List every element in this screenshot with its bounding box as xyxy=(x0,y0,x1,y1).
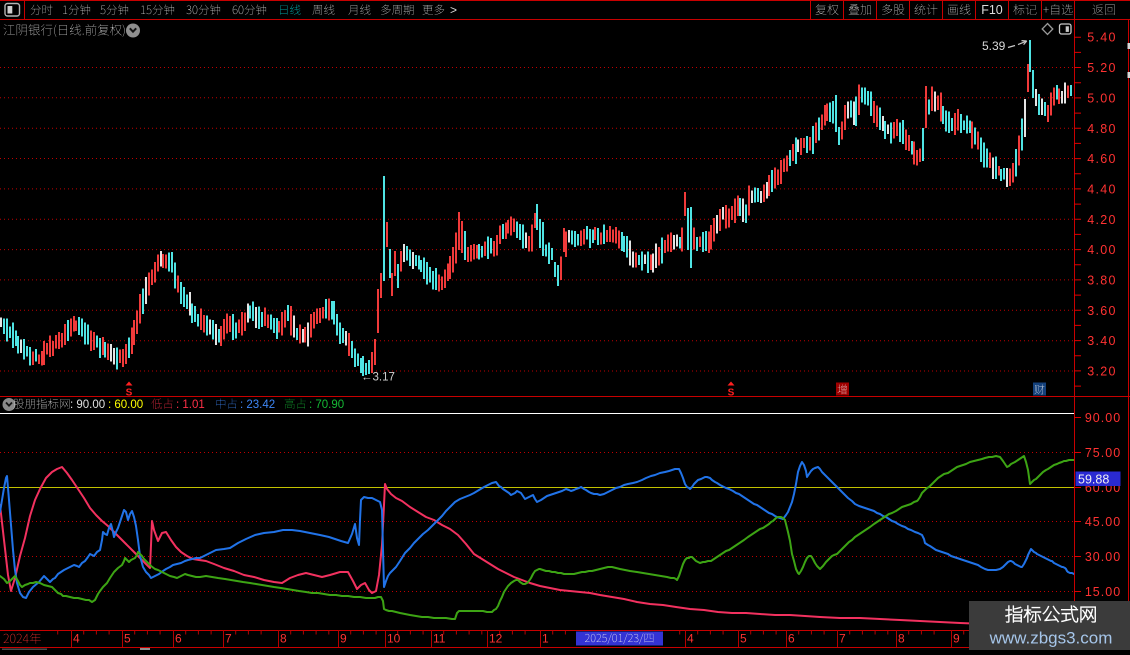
svg-text:6: 6 xyxy=(175,632,182,646)
svg-text:5.40: 5.40 xyxy=(1087,31,1117,45)
svg-text:12: 12 xyxy=(489,632,503,646)
svg-text:F10: F10 xyxy=(981,3,1003,17)
svg-text:←3.17: ←3.17 xyxy=(361,372,395,384)
svg-text:4: 4 xyxy=(73,632,80,646)
svg-text:8: 8 xyxy=(280,632,287,646)
svg-text:3.20: 3.20 xyxy=(1087,365,1117,379)
svg-text:5.00: 5.00 xyxy=(1087,91,1117,105)
svg-text:4.80: 4.80 xyxy=(1087,122,1117,136)
svg-text:90.00: 90.00 xyxy=(1085,411,1121,425)
svg-text:4.40: 4.40 xyxy=(1087,182,1117,196)
svg-text:: 23.42: : 23.42 xyxy=(240,399,275,411)
svg-text:1: 1 xyxy=(542,632,549,646)
svg-text:3.80: 3.80 xyxy=(1087,274,1117,288)
svg-text:>: > xyxy=(450,3,457,17)
svg-text:4.60: 4.60 xyxy=(1087,152,1117,166)
svg-text:6: 6 xyxy=(788,632,795,646)
svg-text:30.00: 30.00 xyxy=(1085,550,1121,564)
svg-text:: 1.01: : 1.01 xyxy=(176,399,205,411)
svg-text:5: 5 xyxy=(740,632,747,646)
svg-text:15.00: 15.00 xyxy=(1085,585,1121,599)
svg-text:5.39: 5.39 xyxy=(982,39,1006,53)
svg-text:: 60.00: : 60.00 xyxy=(108,399,143,411)
svg-text:: 90.00: : 90.00 xyxy=(70,399,105,411)
svg-text:S: S xyxy=(728,388,735,399)
svg-text:59.88: 59.88 xyxy=(1078,472,1109,486)
svg-text:45.00: 45.00 xyxy=(1085,515,1121,529)
svg-text:: 70.90: : 70.90 xyxy=(309,399,344,411)
svg-text:5.20: 5.20 xyxy=(1087,61,1117,75)
svg-text:7: 7 xyxy=(225,632,232,646)
svg-text:3.60: 3.60 xyxy=(1087,304,1117,318)
svg-text:10: 10 xyxy=(387,632,401,646)
svg-text:75.00: 75.00 xyxy=(1085,446,1121,460)
svg-text:www.zbgs3.com: www.zbgs3.com xyxy=(989,629,1113,648)
svg-text:4.00: 4.00 xyxy=(1087,243,1117,257)
svg-text:7: 7 xyxy=(839,632,846,646)
svg-text:9: 9 xyxy=(340,632,347,646)
svg-text:4: 4 xyxy=(687,632,694,646)
svg-text:4.20: 4.20 xyxy=(1087,213,1117,227)
svg-text:5: 5 xyxy=(124,632,131,646)
svg-text:3.40: 3.40 xyxy=(1087,334,1117,348)
svg-text:S: S xyxy=(126,388,133,399)
svg-text:11: 11 xyxy=(433,632,446,646)
svg-text:9: 9 xyxy=(953,632,960,646)
svg-text:8: 8 xyxy=(898,632,905,646)
